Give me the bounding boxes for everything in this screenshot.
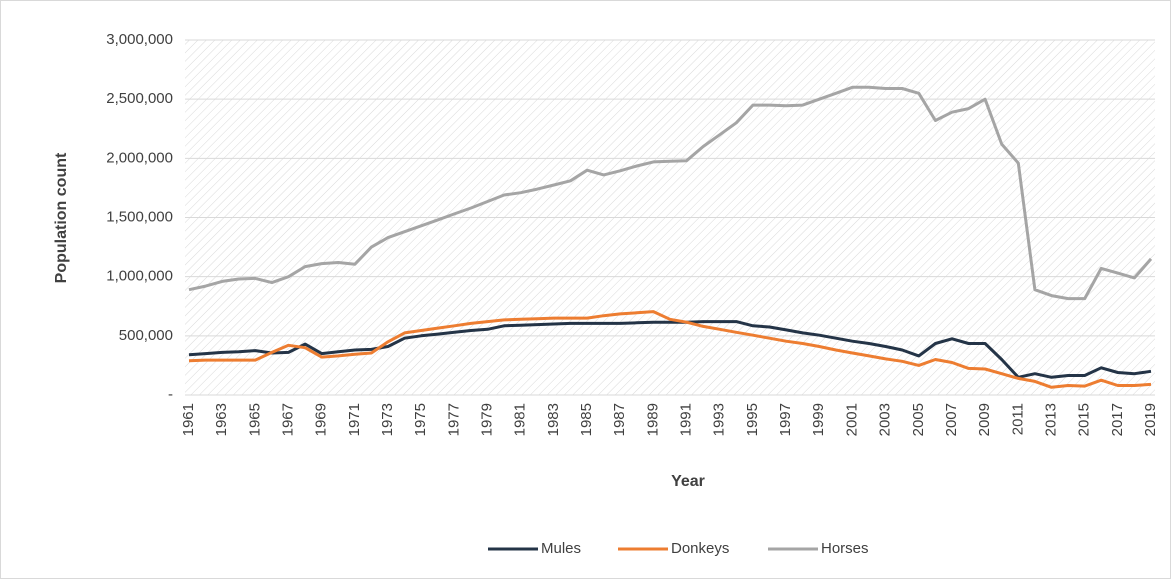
line-series xyxy=(188,310,1152,389)
x-tick-label: 1983 xyxy=(545,403,562,436)
y-tick-label: 3,000,000 xyxy=(106,31,173,48)
x-tick-label: 1985 xyxy=(578,403,595,436)
x-tick-label: 2009 xyxy=(976,403,993,436)
x-tick-label: 1975 xyxy=(412,403,429,436)
x-tick-label: 1991 xyxy=(678,403,695,436)
y-tick-label: 2,000,000 xyxy=(106,149,173,166)
y-tick-label: - xyxy=(168,386,173,403)
x-tick-label: 1979 xyxy=(479,403,496,436)
x-tick-label: 1987 xyxy=(611,403,628,436)
line-series xyxy=(188,320,1152,379)
y-tick-label: 500,000 xyxy=(119,327,173,344)
x-tick-label: 2001 xyxy=(843,403,860,436)
x-tick-label: 1969 xyxy=(313,403,330,436)
legend-label: Mules xyxy=(541,540,581,557)
x-tick-label: 1965 xyxy=(246,403,263,436)
x-tick-label: 2017 xyxy=(1109,403,1126,436)
x-axis-title: Year xyxy=(671,473,705,490)
y-tick-label: 1,000,000 xyxy=(106,268,173,285)
x-tick-label: 2011 xyxy=(1009,403,1026,435)
legend-label: Donkeys xyxy=(671,540,729,557)
x-tick-label: 2013 xyxy=(1042,403,1059,436)
x-tick-label: 1995 xyxy=(744,403,761,436)
x-tick-label: 1977 xyxy=(445,403,462,436)
x-tick-label: 2015 xyxy=(1076,403,1093,436)
x-tick-label: 1993 xyxy=(711,403,728,436)
y-axis-title: Population count xyxy=(53,152,70,283)
x-tick-label: 1981 xyxy=(512,403,529,436)
x-tick-label: 1971 xyxy=(346,403,363,436)
x-tick-label: 2005 xyxy=(910,403,927,436)
x-tick-label: 1997 xyxy=(777,403,794,436)
legend-label: Horses xyxy=(821,540,869,557)
x-tick-label: 2003 xyxy=(877,403,894,436)
y-tick-label: 2,500,000 xyxy=(106,90,173,107)
x-tick-label: 1967 xyxy=(279,403,296,436)
y-tick-label: 1,500,000 xyxy=(106,208,173,225)
x-tick-label: 1999 xyxy=(810,403,827,436)
x-tick-label: 2019 xyxy=(1142,403,1159,436)
x-tick-label: 1989 xyxy=(644,403,661,436)
x-tick-label: 2007 xyxy=(943,403,960,436)
line-series xyxy=(188,85,1153,301)
x-tick-label: 1963 xyxy=(213,403,230,436)
x-tick-label: 1961 xyxy=(180,403,197,436)
x-tick-label: 1973 xyxy=(379,403,396,436)
